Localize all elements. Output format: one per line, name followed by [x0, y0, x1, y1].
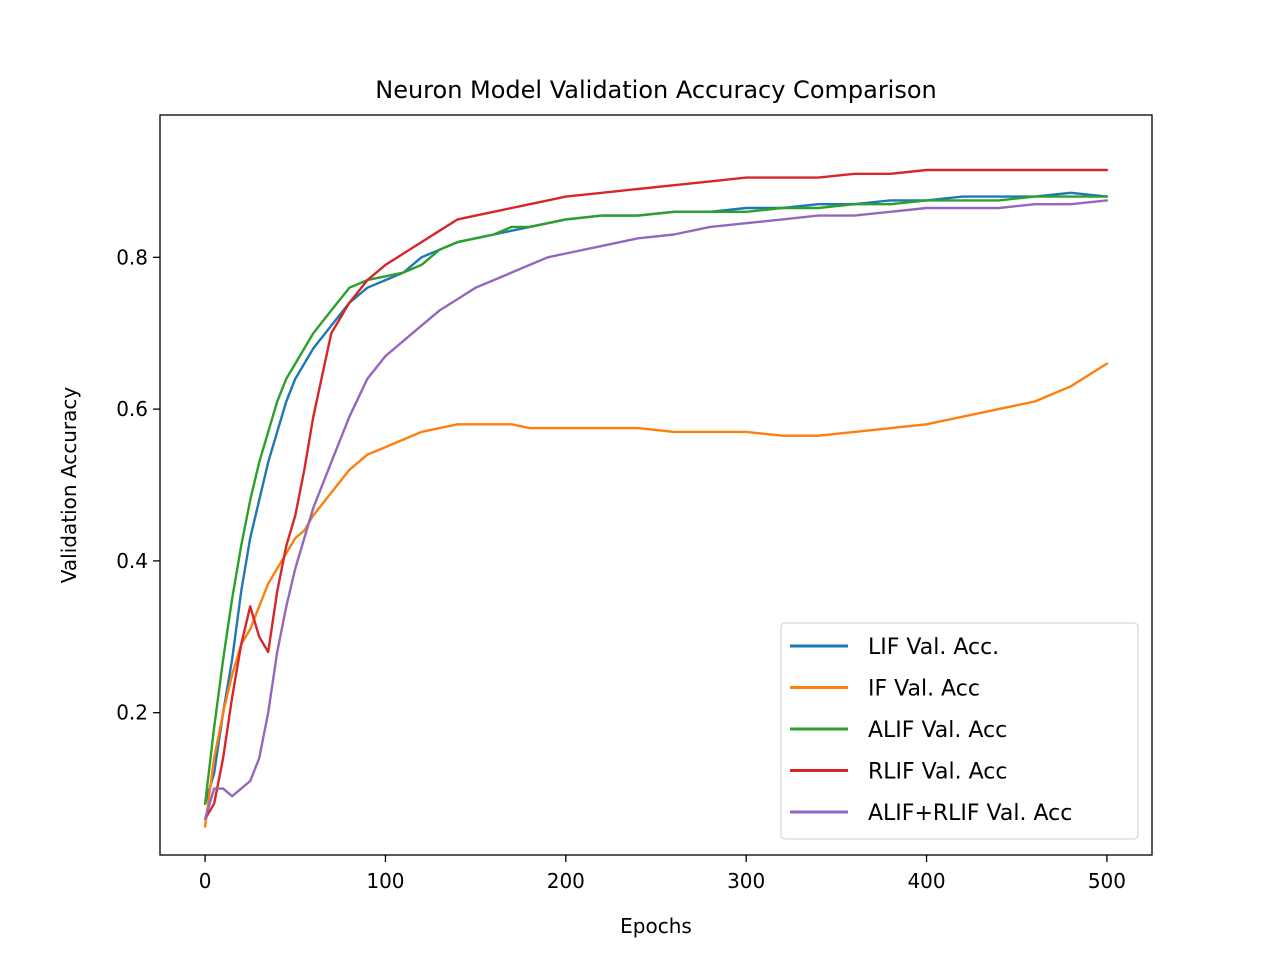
legend-label-1: LIF Val. Acc. [868, 635, 999, 660]
legend-label-3: ALIF Val. Acc [868, 718, 1007, 743]
x-tick-label: 200 [547, 869, 585, 893]
legend-label-4: RLIF Val. Acc [868, 760, 1007, 785]
axes: 0 100 200 300 400 500 0.2 0.4 0.6 0.8 [116, 245, 1126, 893]
y-tick-label: 0.2 [116, 701, 148, 725]
chart-title: Neuron Model Validation Accuracy Compari… [375, 76, 937, 104]
x-tick-label: 0 [199, 869, 212, 893]
legend-label-5: ALIF+RLIF Val. Acc [868, 801, 1072, 826]
series-line-5 [203, 199, 1109, 821]
y-tick-label: 0.6 [116, 397, 148, 421]
y-axis-label: Validation Accuracy [57, 387, 81, 584]
series-line-2 [203, 362, 1109, 828]
series-line-3 [203, 195, 1109, 805]
plot-area [203, 168, 1109, 828]
x-tick-label: 300 [727, 869, 765, 893]
y-tick-label: 0.8 [116, 245, 148, 269]
x-tick-label: 400 [907, 869, 945, 893]
legend-label-2: IF Val. Acc [868, 677, 980, 702]
x-tick-label: 500 [1088, 869, 1126, 893]
x-tick-label: 100 [366, 869, 404, 893]
series-line-4 [203, 168, 1109, 821]
plot-frame [159, 114, 1153, 856]
x-axis-label: Epochs [620, 914, 692, 938]
legend-box [780, 622, 1139, 840]
legend: LIF Val. Acc. IF Val. Acc ALIF Val. Acc RLI… [780, 622, 1139, 840]
y-tick-label: 0.4 [116, 549, 148, 573]
